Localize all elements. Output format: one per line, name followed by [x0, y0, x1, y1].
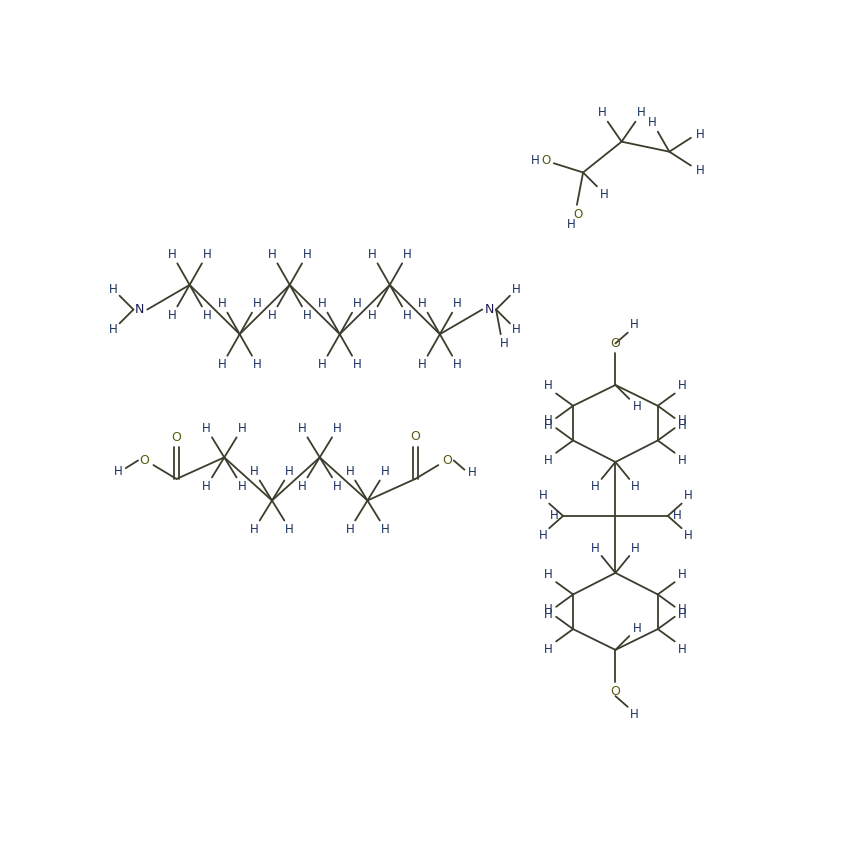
- Text: H: H: [544, 379, 553, 392]
- Text: H: H: [318, 297, 326, 310]
- Text: H: H: [114, 465, 123, 478]
- Text: H: H: [544, 608, 553, 621]
- Text: H: H: [381, 523, 389, 536]
- Text: H: H: [566, 219, 575, 231]
- Text: H: H: [346, 523, 354, 536]
- Text: H: H: [403, 247, 412, 261]
- Text: O: O: [442, 454, 452, 467]
- Text: H: H: [648, 116, 657, 129]
- Text: H: H: [539, 529, 547, 542]
- Text: O: O: [574, 208, 583, 220]
- Text: H: H: [218, 297, 226, 310]
- Text: H: H: [298, 422, 306, 435]
- Text: H: H: [511, 283, 521, 296]
- Text: H: H: [202, 422, 211, 435]
- Text: H: H: [678, 602, 687, 616]
- Text: H: H: [632, 622, 642, 634]
- Text: H: H: [678, 643, 687, 656]
- Text: H: H: [600, 187, 609, 201]
- Text: H: H: [253, 358, 262, 372]
- Text: O: O: [611, 685, 621, 698]
- Text: H: H: [218, 358, 226, 372]
- Text: O: O: [140, 454, 149, 467]
- Text: H: H: [539, 490, 547, 502]
- Text: H: H: [632, 400, 642, 413]
- Text: H: H: [684, 529, 692, 542]
- Text: H: H: [544, 419, 553, 432]
- Text: H: H: [544, 568, 553, 581]
- Text: H: H: [285, 523, 294, 536]
- Text: H: H: [253, 297, 262, 310]
- Text: H: H: [418, 297, 426, 310]
- Text: H: H: [403, 309, 412, 322]
- Text: H: H: [549, 509, 558, 523]
- Text: H: H: [637, 106, 645, 119]
- Text: H: H: [544, 643, 553, 656]
- Text: H: H: [368, 309, 377, 322]
- Text: H: H: [333, 480, 341, 493]
- Text: H: H: [203, 247, 212, 261]
- Text: H: H: [696, 163, 705, 177]
- Text: H: H: [631, 480, 640, 493]
- Text: H: H: [678, 608, 687, 621]
- Text: H: H: [109, 283, 118, 296]
- Text: H: H: [631, 542, 640, 555]
- Text: H: H: [353, 358, 362, 372]
- Text: H: H: [591, 480, 600, 493]
- Text: H: H: [544, 602, 553, 616]
- Text: H: H: [696, 128, 705, 141]
- Text: H: H: [303, 247, 312, 261]
- Text: N: N: [485, 303, 495, 316]
- Text: H: H: [298, 480, 306, 493]
- Text: H: H: [678, 414, 687, 427]
- Text: H: H: [202, 480, 211, 493]
- Text: O: O: [542, 154, 551, 168]
- Text: H: H: [318, 358, 326, 372]
- Text: H: H: [678, 454, 687, 467]
- Text: H: H: [353, 297, 362, 310]
- Text: H: H: [544, 454, 553, 467]
- Text: H: H: [630, 708, 638, 721]
- Text: H: H: [285, 465, 294, 478]
- Text: H: H: [167, 247, 177, 261]
- Text: H: H: [500, 337, 508, 350]
- Text: H: H: [250, 465, 259, 478]
- Text: H: H: [678, 419, 687, 432]
- Text: H: H: [598, 106, 606, 119]
- Text: H: H: [531, 154, 540, 168]
- Text: H: H: [418, 358, 426, 372]
- Text: H: H: [684, 490, 692, 502]
- Text: H: H: [109, 323, 118, 336]
- Text: O: O: [410, 430, 420, 443]
- Text: H: H: [167, 309, 177, 322]
- Text: H: H: [678, 568, 687, 581]
- Text: H: H: [453, 358, 462, 372]
- Text: N: N: [135, 303, 145, 316]
- Text: O: O: [172, 431, 182, 444]
- Text: H: H: [381, 465, 389, 478]
- Text: H: H: [267, 247, 277, 261]
- Text: H: H: [238, 422, 246, 435]
- Text: H: H: [333, 422, 341, 435]
- Text: H: H: [303, 309, 312, 322]
- Text: H: H: [346, 465, 354, 478]
- Text: H: H: [368, 247, 377, 261]
- Text: H: H: [511, 323, 521, 336]
- Text: H: H: [591, 542, 600, 555]
- Text: H: H: [453, 297, 462, 310]
- Text: H: H: [544, 414, 553, 427]
- Text: O: O: [611, 337, 621, 350]
- Text: H: H: [673, 509, 681, 523]
- Text: H: H: [203, 309, 212, 322]
- Text: H: H: [630, 318, 638, 331]
- Text: H: H: [267, 309, 277, 322]
- Text: H: H: [250, 523, 259, 536]
- Text: H: H: [678, 379, 687, 392]
- Text: H: H: [468, 467, 477, 479]
- Text: H: H: [238, 480, 246, 493]
